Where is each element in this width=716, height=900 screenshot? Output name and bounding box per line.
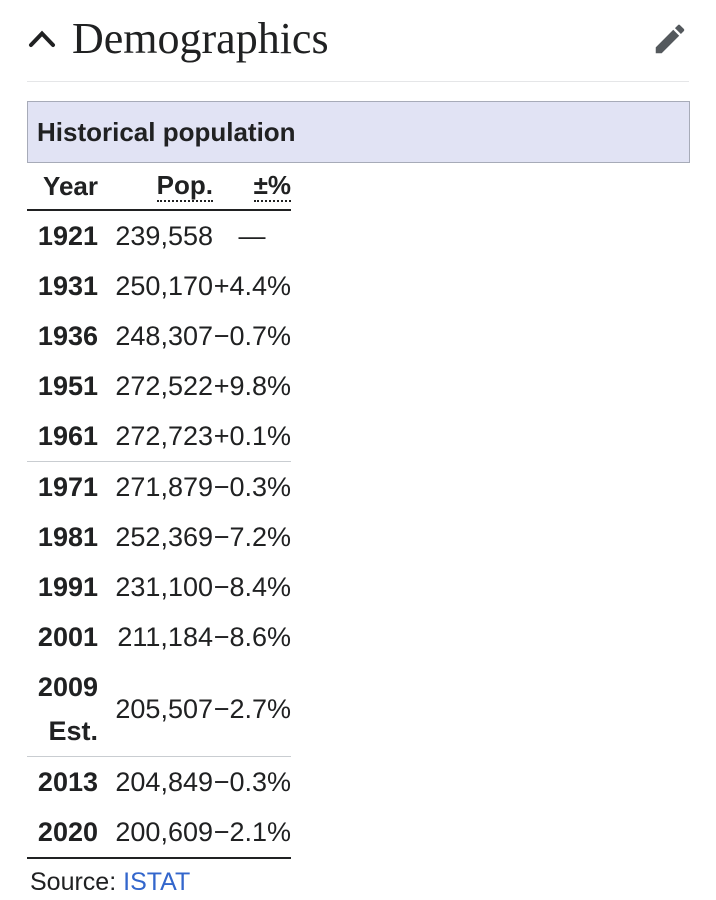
population-cell: 211,184 (117, 621, 213, 652)
table-row: 1981 252,369 −7.2% (27, 512, 291, 562)
article-page: Demographics Historical population Year … (0, 6, 716, 900)
table-row: 1991 231,100 −8.4% (27, 562, 291, 612)
column-header-pop: Pop. (98, 163, 213, 211)
source-cell: Source: ISTAT (27, 858, 291, 897)
population-cell: 252,369 (115, 521, 213, 552)
table-row: 1961 272,723 +0.1% (27, 411, 291, 462)
change-cell: −8.6% (213, 621, 291, 652)
change-cell: +9.8% (213, 370, 291, 401)
population-cell: 239,558 (115, 220, 213, 251)
section-collapse-toggle[interactable] (27, 26, 59, 52)
population-cell: 231,100 (115, 571, 213, 602)
column-header-year: Year (27, 163, 98, 211)
change-cell: −0.3% (213, 766, 291, 797)
change-cell: +4.4% (213, 270, 291, 301)
year-cell: 1936 (37, 321, 98, 351)
section-header: Demographics (27, 6, 690, 72)
pop-abbr: Pop. (156, 171, 213, 203)
header-row: Year Pop. ±% (27, 163, 291, 211)
table-row: 2001 211,184 −8.6% (27, 612, 291, 662)
table-header: Year Pop. ±% (27, 163, 291, 211)
year-cell: 2013 (37, 767, 98, 797)
source-label: Source: (30, 868, 117, 896)
population-cell: 272,723 (98, 411, 213, 462)
population-cell: 271,879 (115, 471, 213, 502)
table-row: 1971 271,879 −0.3% (27, 462, 291, 513)
change-cell: — (238, 220, 266, 251)
population-cell: 200,609 (98, 807, 213, 859)
edit-section-button[interactable] (650, 19, 690, 59)
table-row: 1951 272,522 +9.8% (27, 361, 291, 411)
table-body: 1921 239,558 — 1931 250,170 +4.4% 1936 2… (27, 210, 291, 859)
table-row: 1931 250,170 +4.4% (27, 261, 291, 311)
population-cell: 204,849 (115, 766, 213, 797)
year-cell: 2009 Est. (27, 662, 98, 757)
year-cell: 1971 (37, 472, 98, 502)
year-cell: 2020 (27, 807, 98, 859)
table-row: 2013 204,849 −0.3% (27, 757, 291, 808)
historical-population-table: Year Pop. ±% 1921 239,558 — 1931 250,170… (27, 163, 291, 897)
chevron-up-icon (29, 30, 55, 47)
change-cell: −7.2% (213, 521, 291, 552)
source-link[interactable]: ISTAT (123, 868, 191, 896)
table-row: 1921 239,558 — (27, 210, 291, 261)
population-cell: 272,522 (115, 370, 213, 401)
population-cell: 248,307 (115, 320, 213, 351)
table-row: 2009 Est. 205,507 −2.7% (27, 662, 291, 757)
year-cell: 1961 (27, 411, 98, 462)
change-cell: −2.1% (213, 807, 291, 859)
year-cell: 1931 (37, 271, 98, 301)
year-cell: 1921 (37, 221, 98, 251)
change-cell: −0.7% (213, 320, 291, 351)
year-cell: 1981 (37, 522, 98, 552)
year-cell: 2001 (37, 622, 98, 652)
change-cell: −8.4% (213, 571, 291, 602)
table-footer: Source: ISTAT (27, 858, 291, 897)
population-cell: 205,507 (98, 662, 213, 757)
column-header-pct: ±% (213, 163, 291, 211)
pct-abbr: ±% (253, 171, 291, 203)
change-cell: +0.1% (213, 411, 291, 462)
change-cell: −2.7% (213, 662, 291, 757)
pencil-icon (655, 24, 685, 54)
year-cell: 1951 (37, 371, 98, 401)
section-title: Demographics (72, 13, 329, 63)
table-row: 1936 248,307 −0.7% (27, 311, 291, 361)
year-cell: 1991 (37, 572, 98, 602)
section-divider (27, 81, 689, 82)
source-row: Source: ISTAT (27, 858, 291, 897)
table-row: 2020 200,609 −2.1% (27, 807, 291, 859)
table-caption: Historical population (27, 101, 690, 163)
population-cell: 250,170 (115, 270, 213, 301)
change-cell: −0.3% (213, 471, 291, 502)
